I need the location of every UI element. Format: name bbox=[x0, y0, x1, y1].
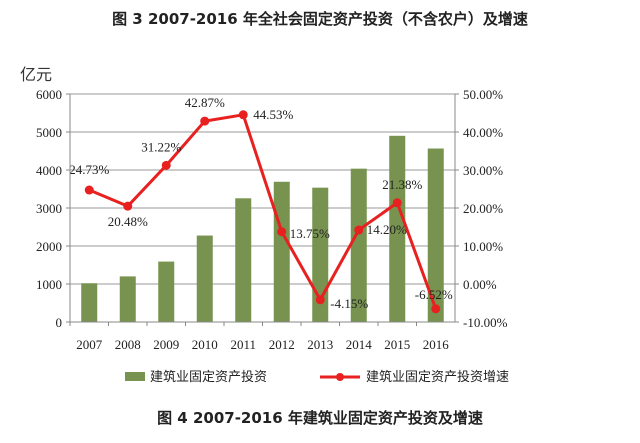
growth-point-2012 bbox=[277, 227, 287, 237]
x-tick-label: 2013 bbox=[307, 337, 333, 352]
legend-line-marker bbox=[336, 373, 344, 381]
bar-2014 bbox=[350, 168, 367, 322]
chart-title: 图 3 2007-2016 年全社会固定资产投资（不含农户）及增速 bbox=[112, 10, 528, 28]
bar-2008 bbox=[119, 276, 136, 322]
bar-2013 bbox=[312, 187, 329, 322]
axes: 0 -10.00% 1000 0.00% 2000 10.00% 3000 20.00% 400… bbox=[36, 87, 508, 352]
legend-bar-label: 建筑业固定资产投资 bbox=[150, 369, 267, 384]
bar-2007 bbox=[81, 283, 98, 322]
legend-line-label: 建筑业固定资产投资增速 bbox=[366, 369, 509, 384]
left-tick-label: 0 bbox=[56, 315, 63, 330]
x-tick-label: 2012 bbox=[269, 337, 295, 352]
growth-data-label: 20.48% bbox=[108, 214, 148, 229]
right-tick-label: 0.00% bbox=[463, 277, 497, 292]
right-tick-label: 50.00% bbox=[463, 87, 503, 102]
growth-data-label: 42.87% bbox=[185, 95, 225, 110]
x-tick-label: 2011 bbox=[230, 337, 256, 352]
bar-2012 bbox=[273, 181, 290, 322]
bars bbox=[81, 135, 444, 322]
right-tick-label: 30.00% bbox=[463, 163, 503, 178]
growth-data-label: 44.53% bbox=[253, 107, 293, 122]
growth-point-2008 bbox=[123, 201, 133, 211]
growth-point-2011 bbox=[238, 110, 248, 120]
left-tick-label: 2000 bbox=[36, 239, 62, 254]
x-tick-label: 2015 bbox=[384, 337, 410, 352]
left-tick-label: 3000 bbox=[36, 201, 62, 216]
right-tick-label: 40.00% bbox=[463, 125, 503, 140]
x-tick-label: 2010 bbox=[192, 337, 218, 352]
growth-data-label: 14.20% bbox=[367, 222, 407, 237]
growth-data-label: -6.52% bbox=[415, 287, 453, 302]
legend-bar-swatch bbox=[125, 372, 145, 381]
left-tick-label: 1000 bbox=[36, 277, 62, 292]
growth-polyline bbox=[88, 113, 438, 310]
x-tick-label: 2008 bbox=[115, 337, 141, 352]
x-tick-label: 2014 bbox=[346, 337, 373, 352]
bar-2010 bbox=[196, 235, 213, 322]
growth-point-2007 bbox=[84, 185, 94, 195]
x-tick-label: 2016 bbox=[423, 337, 450, 352]
growth-data-label: 13.75% bbox=[290, 226, 330, 241]
growth-point-2010 bbox=[200, 116, 210, 126]
growth-point-2013 bbox=[315, 295, 325, 305]
x-tick-label: 2009 bbox=[153, 337, 179, 352]
bar-2009 bbox=[158, 261, 175, 322]
growth-point-2014 bbox=[354, 225, 364, 235]
growth-line: 24.73% 20.48% 31.22% 42.87% 44.53% 13.75% -4.1… bbox=[69, 95, 453, 314]
left-tick-label: 6000 bbox=[36, 87, 62, 102]
right-tick-label: -10.00% bbox=[463, 315, 508, 330]
growth-point-2015 bbox=[392, 198, 402, 208]
left-tick-label: 4000 bbox=[36, 163, 62, 178]
bar-2011 bbox=[235, 198, 252, 322]
figure-caption: 图 4 2007-2016 年建筑业固定资产投资及增速 bbox=[157, 409, 483, 427]
right-tick-label: 10.00% bbox=[463, 239, 503, 254]
y-axis-label: 亿元 bbox=[20, 65, 52, 84]
left-tick-label: 5000 bbox=[36, 125, 62, 140]
growth-data-label: 21.38% bbox=[382, 177, 422, 192]
right-tick-label: 20.00% bbox=[463, 201, 503, 216]
growth-point-2016 bbox=[431, 304, 441, 314]
growth-data-label: -4.15% bbox=[330, 296, 368, 311]
legend: 建筑业固定资产投资 建筑业固定资产投资增速 bbox=[125, 369, 509, 384]
growth-point-2009 bbox=[161, 160, 171, 170]
growth-data-label: 24.73% bbox=[69, 162, 109, 177]
growth-data-label: 31.22% bbox=[141, 139, 181, 154]
x-tick-label: 2007 bbox=[76, 337, 103, 352]
bar-2016 bbox=[427, 148, 444, 322]
bar-2015 bbox=[389, 135, 406, 322]
